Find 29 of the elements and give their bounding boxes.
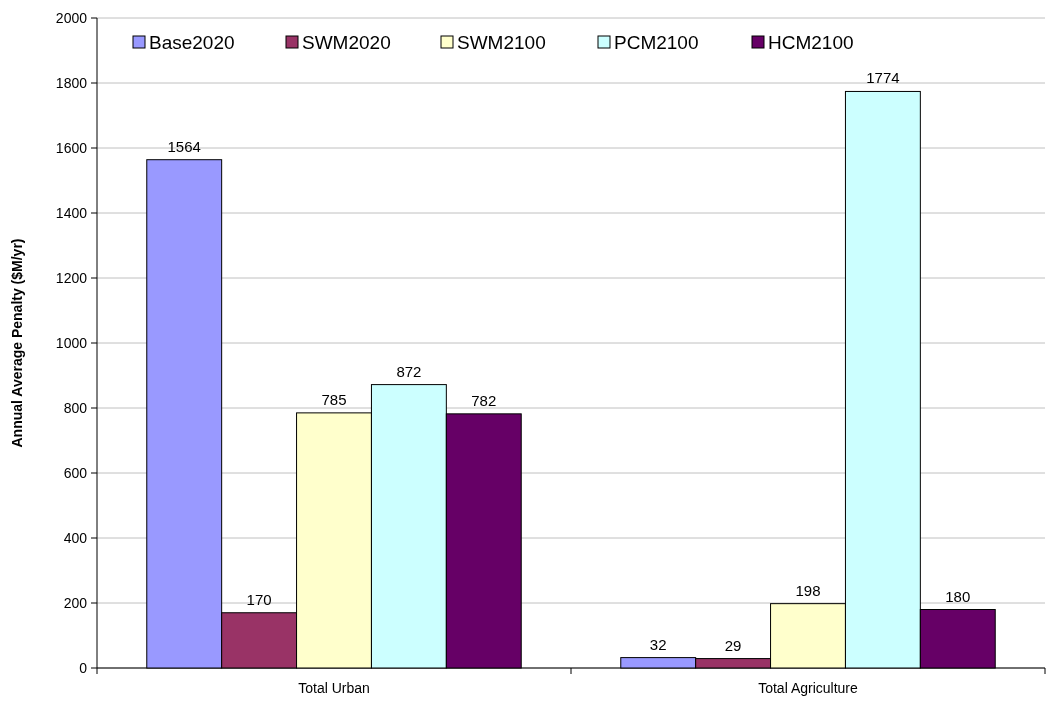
legend-label: SWM2020 — [302, 31, 391, 53]
data-label: 782 — [471, 391, 497, 409]
data-label: 32 — [649, 635, 667, 653]
y-tick-label: 1800 — [55, 74, 88, 91]
legend-label: Base2020 — [149, 31, 235, 53]
y-tick-label: 1000 — [55, 334, 88, 351]
legend-label: SWM2100 — [457, 31, 546, 53]
x-tick-label: Total Agriculture — [758, 680, 859, 696]
y-tick-label: 2000 — [55, 9, 88, 26]
y-tick-label: 1600 — [55, 139, 88, 156]
x-tick-label: Total Urban — [298, 680, 370, 696]
data-label: 180 — [945, 587, 971, 605]
data-label: 170 — [246, 590, 272, 608]
y-tick-label: 1200 — [55, 269, 88, 286]
y-tick-label: 800 — [63, 399, 88, 416]
data-label: 198 — [795, 581, 821, 599]
data-label: 1774 — [866, 69, 900, 87]
data-label: 785 — [321, 390, 347, 408]
y-tick-label: 600 — [63, 464, 88, 481]
y-tick-label: 200 — [63, 594, 88, 611]
data-label: 29 — [724, 636, 742, 654]
y-tick-label: 1400 — [55, 204, 88, 221]
y-tick-label: 0 — [79, 659, 88, 676]
legend-label: HCM2100 — [768, 31, 854, 53]
y-tick-label: 400 — [63, 529, 88, 546]
y-axis-title: Annual Average Penalty ($M/yr) — [9, 238, 25, 448]
data-label: 1564 — [167, 137, 201, 155]
legend-label: PCM2100 — [614, 31, 699, 53]
data-label: 872 — [396, 362, 422, 380]
